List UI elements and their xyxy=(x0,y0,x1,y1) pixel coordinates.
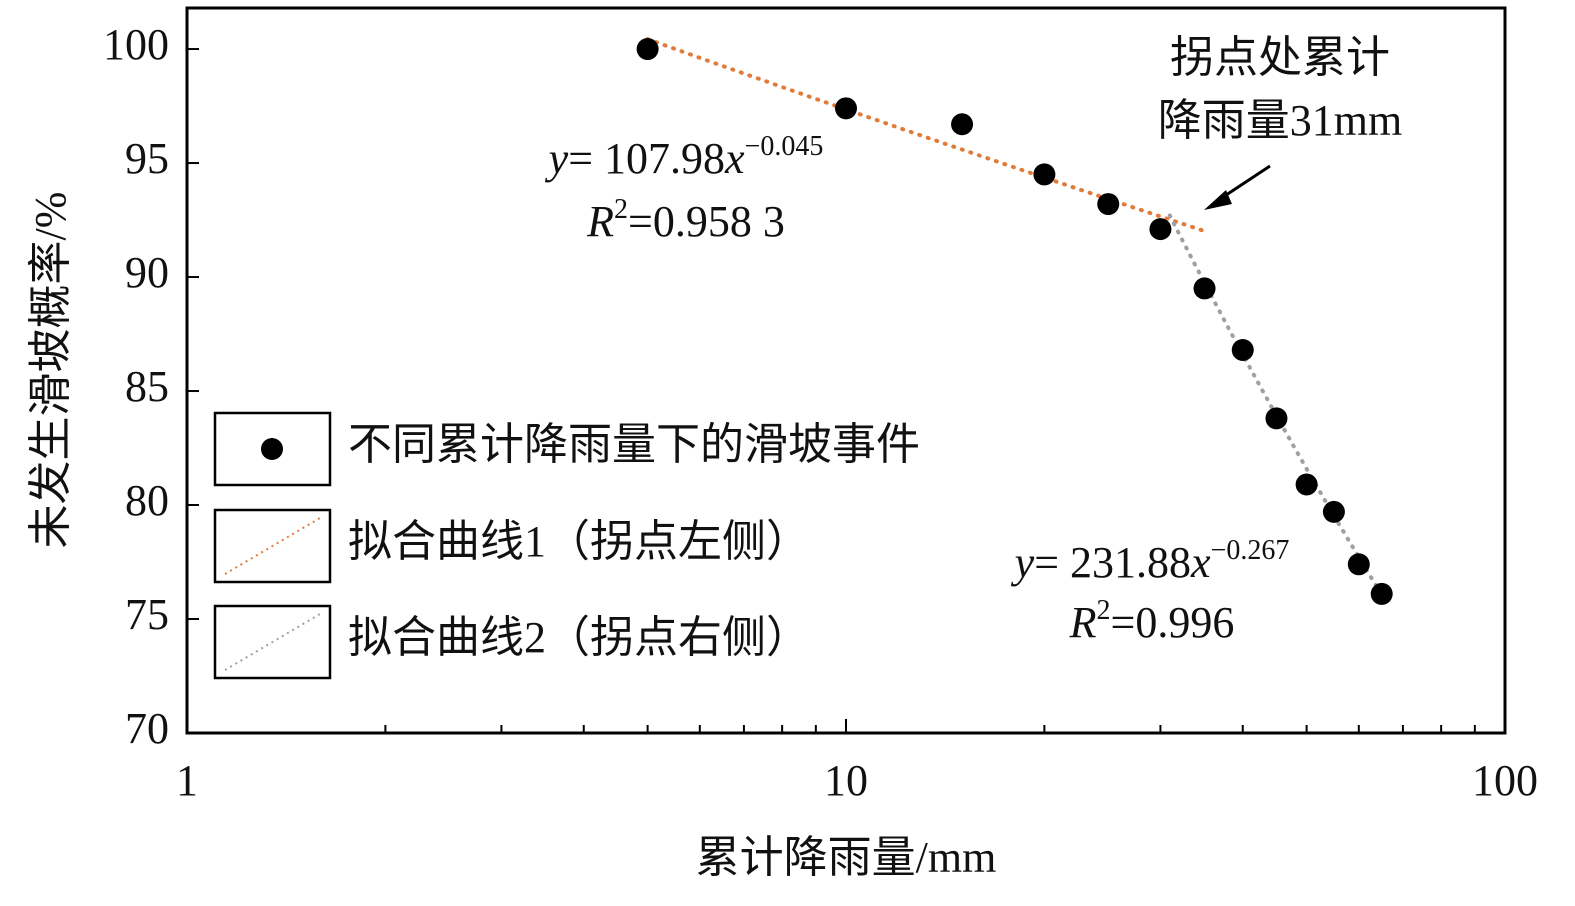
legend-marker xyxy=(224,517,321,575)
equation-part: x xyxy=(724,134,745,183)
y-tick-label: 100 xyxy=(103,20,169,69)
legend-marker xyxy=(224,613,321,671)
point xyxy=(1370,582,1393,605)
point xyxy=(636,38,659,61)
point xyxy=(835,97,857,120)
legend-box xyxy=(213,604,332,680)
y-tick-label: 90 xyxy=(125,248,169,297)
fit-equation: y= 231.88x−0.267 xyxy=(1011,535,1290,587)
point xyxy=(1322,500,1345,523)
x-tick-label: 100 xyxy=(1472,756,1538,805)
fit-equation: y= 107.98x−0.045 xyxy=(545,131,824,183)
equation-part: = 107.98 xyxy=(568,134,725,183)
annotation: 降雨量31mm xyxy=(1158,96,1402,145)
point xyxy=(1265,407,1288,430)
r2-part: 2 xyxy=(614,194,628,225)
legend-label: 拟合曲线2（拐点右侧） xyxy=(348,613,810,662)
point xyxy=(1149,218,1172,241)
fit-curve xyxy=(645,37,1207,234)
point xyxy=(1347,553,1370,576)
legend-box xyxy=(213,411,332,487)
x-tick-label: 1 xyxy=(176,756,198,805)
equation-part: y xyxy=(1011,538,1035,587)
legend-box xyxy=(213,508,332,584)
y-tick-label: 70 xyxy=(125,704,169,753)
equation-part: x xyxy=(1190,538,1211,587)
point xyxy=(1193,277,1216,300)
equation-part: −0.267 xyxy=(1211,535,1290,566)
x-tick-label: 10 xyxy=(824,756,868,805)
r2-part: =0.958 3 xyxy=(628,197,785,246)
equation-part: = 231.88 xyxy=(1034,538,1191,587)
point xyxy=(951,113,974,136)
point xyxy=(1295,473,1318,496)
legend-label: 拟合曲线1（拐点左侧） xyxy=(348,517,810,566)
point xyxy=(1033,163,1056,186)
point xyxy=(1097,193,1120,216)
r2-part: 2 xyxy=(1097,595,1111,626)
y-tick-label: 75 xyxy=(125,590,169,639)
x-axis-title: 累计降雨量/mm xyxy=(696,833,997,882)
r2-part: R xyxy=(1069,598,1097,647)
r2-part: =0.996 xyxy=(1111,598,1235,647)
equation-part: y xyxy=(545,134,569,183)
point xyxy=(1231,338,1254,361)
y-tick-label: 80 xyxy=(125,476,169,525)
r2-part: R xyxy=(586,197,614,246)
y-tick-label: 85 xyxy=(125,362,169,411)
y-tick-label: 95 xyxy=(125,134,169,183)
equation-part: −0.045 xyxy=(745,131,824,162)
y-axis-title: 未发生滑坡概率/% xyxy=(26,192,75,549)
fit-r2: R2=0.996 xyxy=(1069,595,1235,647)
annotation-arrowhead xyxy=(1204,190,1232,210)
fit-r2: R2=0.958 3 xyxy=(586,194,785,246)
legend-marker xyxy=(261,438,283,460)
annotation: 拐点处累计 xyxy=(1170,33,1390,82)
legend-label: 不同累计降雨量下的滑坡事件 xyxy=(348,420,920,469)
